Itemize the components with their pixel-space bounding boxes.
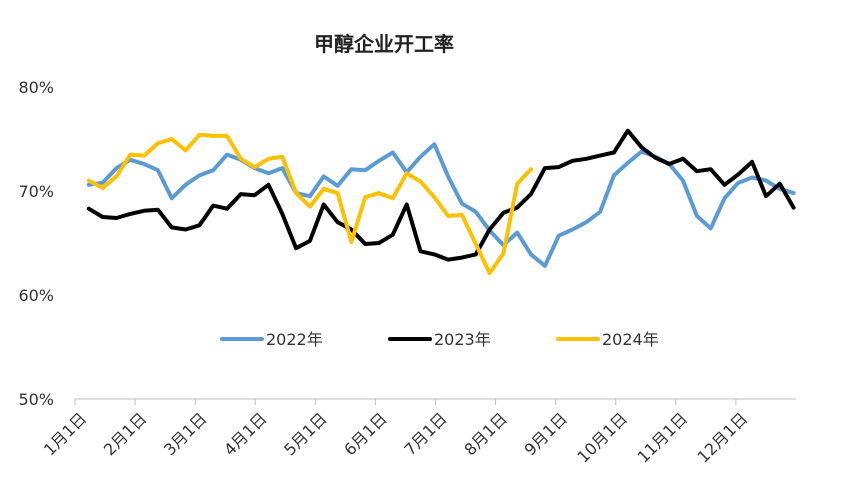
x-tick-label: 9月1日	[521, 409, 571, 459]
x-tick-label: 8月1日	[460, 409, 510, 459]
series-line-3	[86, 132, 533, 276]
chart-title: 甲醇企业开工率	[314, 32, 454, 56]
y-tick-label: 70%	[18, 182, 54, 201]
x-tick-label: 5月1日	[280, 409, 330, 459]
y-tick-label: 60%	[18, 286, 54, 305]
y-tick-label: 50%	[18, 390, 54, 409]
legend-label: 2022年	[266, 330, 323, 349]
x-tick-label: 2月1日	[100, 409, 150, 459]
series-line-2	[86, 128, 796, 262]
y-tick-label: 80%	[18, 78, 54, 97]
legend-label: 2023年	[434, 330, 491, 349]
series-line-1	[86, 142, 796, 268]
legend: 2022年 2023年 2024年	[220, 330, 659, 349]
y-axis: 50% 60% 70% 80%	[18, 78, 54, 409]
x-tick-label: 10月1日	[573, 409, 631, 467]
series-layer	[86, 128, 796, 276]
x-tick-label: 4月1日	[220, 409, 270, 459]
x-tick-label: 1月1日	[40, 409, 90, 459]
x-tick-label: 3月1日	[160, 409, 210, 459]
x-tick-label: 7月1日	[400, 409, 450, 459]
x-tick-label: 11月1日	[633, 409, 691, 467]
x-tick-label: 6月1日	[340, 409, 390, 459]
x-tick-label: 12月1日	[694, 409, 752, 467]
x-axis: 1月1日 2月1日 3月1日 4月1日 5月1日 6月1日 7月1日 8月1日 9月1日 10月1…	[40, 398, 796, 467]
legend-label: 2024年	[602, 330, 659, 349]
